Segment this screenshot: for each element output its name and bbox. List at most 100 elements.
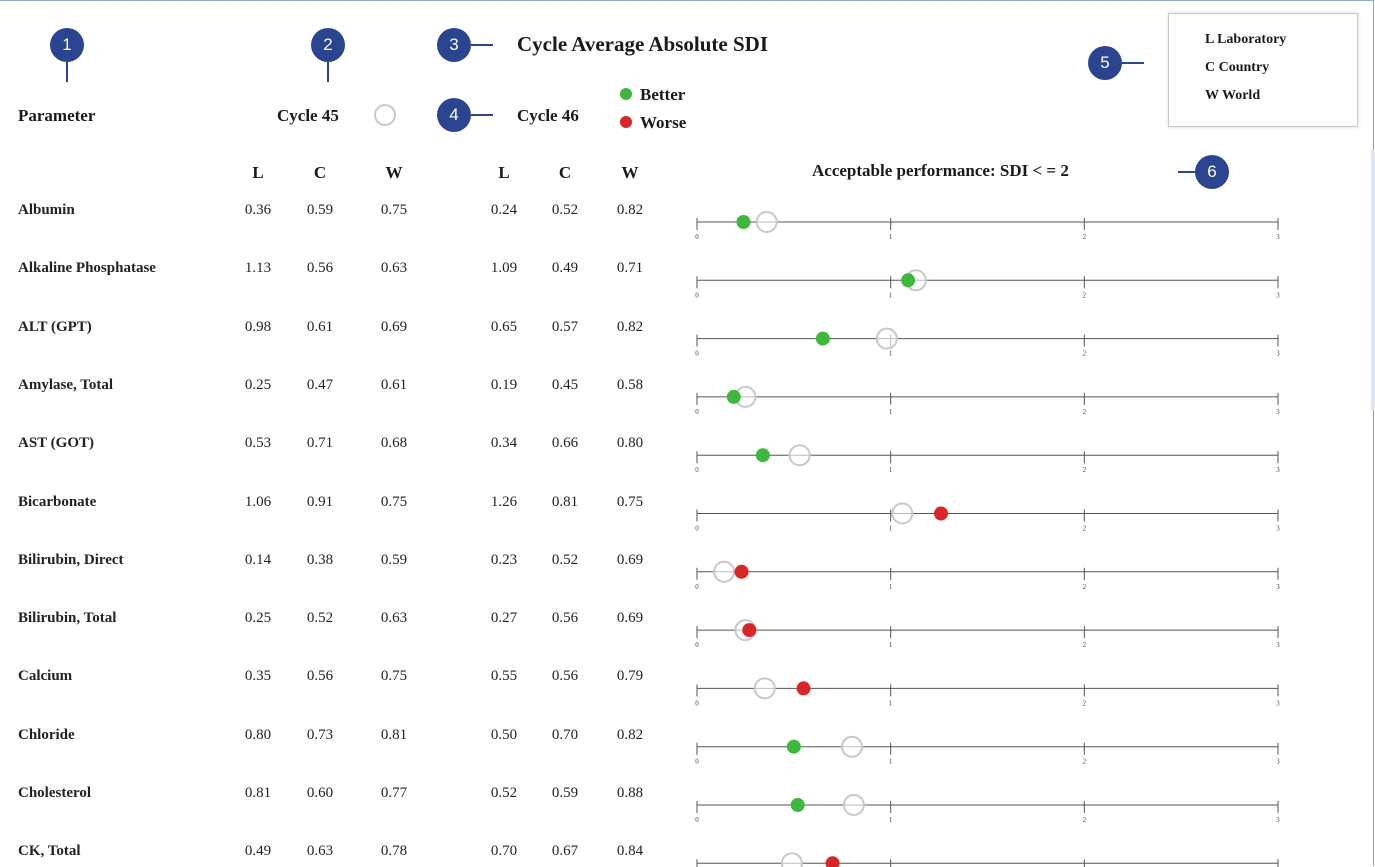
cycle46-point bbox=[736, 215, 751, 229]
c46-col-w: W bbox=[621, 163, 639, 182]
cycle45-label: Cycle 45 bbox=[277, 106, 339, 125]
marker-1-leader bbox=[66, 62, 68, 82]
c45-value-l: 0.25 bbox=[244, 610, 272, 627]
tick-label: 2 bbox=[1083, 758, 1087, 766]
tick-label: 3 bbox=[1276, 699, 1280, 707]
tick-label: 2 bbox=[1083, 699, 1087, 707]
tick-label: 3 bbox=[1276, 816, 1280, 824]
tick-label: 0 bbox=[695, 699, 699, 707]
tick-label: 2 bbox=[1083, 641, 1087, 649]
cycle45-point bbox=[713, 560, 736, 583]
c46-value-w: 0.69 bbox=[616, 551, 644, 568]
legend-laboratory: L Laboratory bbox=[1205, 32, 1287, 47]
c46-value-w: 0.58 bbox=[616, 376, 644, 393]
tick-label: 3 bbox=[1276, 466, 1280, 474]
c46-value-c: 0.52 bbox=[551, 202, 579, 218]
tick-label: 3 bbox=[1276, 233, 1280, 241]
cycle46-point bbox=[825, 856, 840, 867]
parameter-name: Calcium bbox=[18, 668, 73, 685]
tick-label: 1 bbox=[889, 525, 893, 533]
tick-label: 1 bbox=[889, 350, 893, 358]
c45-value-w: 0.78 bbox=[380, 843, 408, 860]
tick-label: 3 bbox=[1276, 583, 1280, 591]
c45-value-l: 0.14 bbox=[244, 551, 272, 568]
marker-2-leader bbox=[327, 62, 329, 82]
cycle45-point bbox=[840, 735, 863, 758]
c45-col-c: C bbox=[313, 163, 327, 182]
c45-value-l: 0.35 bbox=[244, 668, 272, 685]
tick-label: 1 bbox=[889, 233, 893, 241]
marker-1: 1 bbox=[50, 28, 84, 62]
c46-value-l: 0.24 bbox=[490, 202, 518, 218]
c45-value-w: 0.68 bbox=[380, 435, 408, 452]
tick-label: 1 bbox=[889, 816, 893, 824]
c45-value-w: 0.75 bbox=[380, 493, 408, 510]
tick-label: 0 bbox=[695, 233, 699, 241]
c46-value-l: 0.70 bbox=[490, 843, 518, 860]
parameter-name: Bilirubin, Total bbox=[18, 610, 117, 627]
tick-label: 3 bbox=[1276, 408, 1280, 416]
c46-value-w: 0.82 bbox=[616, 318, 644, 335]
tick-label: 0 bbox=[695, 466, 699, 474]
c46-col-l: L bbox=[498, 163, 510, 182]
tick-label: 2 bbox=[1083, 233, 1087, 241]
tick-label: 3 bbox=[1276, 758, 1280, 766]
c45-value-l: 0.81 bbox=[244, 785, 272, 801]
tick-label: 1 bbox=[889, 699, 893, 707]
c45-col-w: W bbox=[385, 163, 403, 182]
c45-value-w: 0.59 bbox=[380, 551, 408, 568]
c46-value-l: 0.34 bbox=[490, 435, 518, 452]
tick-label: 2 bbox=[1083, 291, 1087, 299]
tick-label: 2 bbox=[1083, 816, 1087, 824]
better-label: Better bbox=[640, 85, 686, 104]
c46-value-l: 0.50 bbox=[490, 726, 518, 743]
parameter-name: Cholesterol bbox=[18, 785, 92, 801]
c45-value-c: 0.91 bbox=[306, 493, 334, 510]
cycle46-point bbox=[742, 623, 757, 638]
c45-value-w: 0.63 bbox=[380, 260, 408, 277]
c46-value-w: 0.82 bbox=[616, 726, 644, 743]
c45-value-c: 0.56 bbox=[306, 668, 334, 685]
scrollbar[interactable] bbox=[1371, 150, 1375, 410]
c46-value-c: 0.81 bbox=[551, 493, 579, 510]
marker-4: 4 bbox=[437, 98, 471, 132]
worse-dot-icon bbox=[620, 116, 632, 128]
tick-label: 0 bbox=[695, 525, 699, 533]
c45-value-c: 0.60 bbox=[306, 785, 334, 801]
parameter-name: Amylase, Total bbox=[18, 376, 114, 393]
marker-6: 6 bbox=[1195, 155, 1229, 189]
chart-title: Cycle Average Absolute SDI bbox=[517, 32, 769, 56]
better-dot-icon bbox=[620, 88, 632, 100]
parameter-name: Bilirubin, Direct bbox=[18, 551, 124, 568]
c45-value-c: 0.73 bbox=[306, 726, 334, 743]
tick-label: 0 bbox=[695, 408, 699, 416]
c45-value-c: 0.59 bbox=[306, 202, 334, 218]
legend-world: W World bbox=[1205, 88, 1261, 103]
cycle45-point bbox=[788, 444, 811, 467]
parameter-name: Albumin bbox=[18, 202, 75, 218]
tick-label: 0 bbox=[695, 816, 699, 824]
tick-label: 0 bbox=[695, 291, 699, 299]
tick-label: 1 bbox=[889, 408, 893, 416]
c46-value-c: 0.70 bbox=[551, 726, 579, 743]
c46-value-c: 0.67 bbox=[551, 843, 579, 860]
cycle46-point bbox=[734, 564, 749, 579]
tick-label: 0 bbox=[695, 758, 699, 766]
c45-value-w: 0.75 bbox=[380, 668, 408, 685]
parameter-name: Alkaline Phosphatase bbox=[18, 260, 156, 277]
cycle46-point bbox=[755, 448, 770, 463]
c46-col-c: C bbox=[558, 163, 572, 182]
c45-value-l: 0.53 bbox=[244, 435, 272, 452]
parameter-name: Chloride bbox=[18, 726, 75, 743]
cycle46-point bbox=[790, 798, 805, 812]
marker-3: 3 bbox=[437, 28, 471, 62]
c45-value-w: 0.77 bbox=[380, 785, 408, 801]
c46-value-l: 0.27 bbox=[490, 610, 518, 627]
c45-value-c: 0.52 bbox=[306, 610, 334, 627]
c45-col-l: L bbox=[252, 163, 264, 182]
c45-value-c: 0.56 bbox=[306, 260, 334, 277]
c45-value-l: 1.06 bbox=[244, 493, 272, 510]
tick-label: 2 bbox=[1083, 408, 1087, 416]
c46-value-w: 0.75 bbox=[616, 493, 644, 510]
